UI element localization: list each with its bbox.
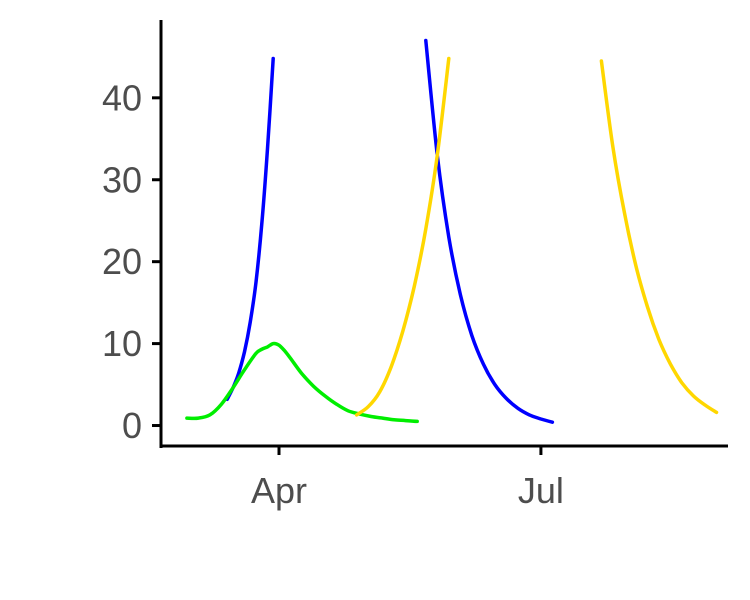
y-axis-ticks: 0 10 20 30 40 bbox=[102, 77, 161, 446]
y-tick-label: 0 bbox=[122, 405, 142, 446]
y-tick-label: 10 bbox=[102, 323, 142, 364]
series-layer bbox=[185, 38, 719, 424]
x-tick-label: Jul bbox=[518, 470, 564, 511]
series-line-4 bbox=[354, 56, 451, 417]
y-tick-label: 30 bbox=[102, 159, 142, 200]
x-axis-ticks: Apr Jul bbox=[251, 446, 564, 511]
series-line-2 bbox=[424, 38, 555, 424]
y-tick-label: 40 bbox=[102, 77, 142, 118]
series-line-3 bbox=[185, 341, 419, 424]
x-tick-label: Apr bbox=[251, 470, 307, 511]
series-line-5 bbox=[599, 59, 719, 415]
y-tick-label: 20 bbox=[102, 241, 142, 282]
